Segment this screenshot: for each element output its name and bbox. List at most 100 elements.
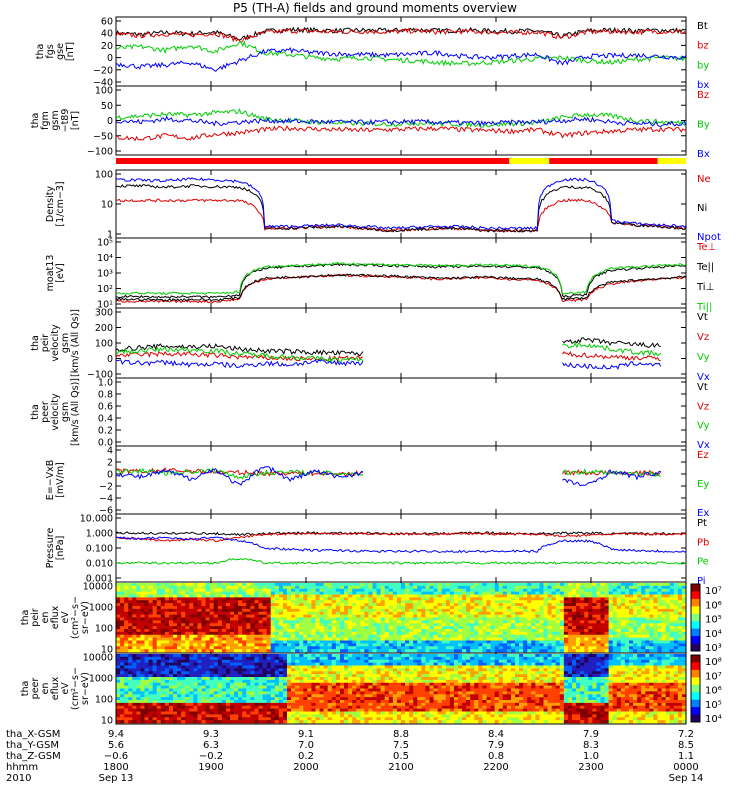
spectrogram-cell: [433, 608, 438, 613]
spectrogram-cell: [177, 700, 182, 704]
spectrogram-cell: [173, 585, 178, 590]
spectrogram-cell: [124, 668, 129, 672]
spectrogram-cell: [193, 629, 198, 633]
spectrogram-cell: [132, 691, 137, 695]
spectrogram-cell: [148, 606, 153, 610]
spectrogram-cell: [498, 617, 504, 621]
spectrogram-cell: [510, 585, 516, 590]
spectrogram-cell: [661, 614, 666, 618]
spectrogram-cell: [128, 617, 133, 621]
spectrogram-cell: [490, 623, 495, 627]
spectrogram-cell: [282, 643, 288, 647]
spectrogram-cell: [315, 679, 320, 684]
spectrogram-cell: [311, 674, 316, 678]
spectrogram-cell: [396, 606, 402, 610]
spectrogram-cell: [270, 643, 276, 647]
spectrogram-cell: [665, 585, 671, 590]
spectrogram-cell: [315, 691, 320, 695]
spectrogram-cell: [295, 691, 300, 695]
spectrogram-cell: [152, 708, 158, 712]
spectrogram-cell: [637, 629, 642, 633]
spectrogram-cell: [116, 717, 121, 721]
spectrogram-cell: [315, 603, 320, 607]
spectrogram-cell: [168, 608, 174, 613]
spectrogram-cell: [486, 637, 491, 641]
spectrogram-cell: [633, 649, 638, 653]
spectrogram-cell: [168, 700, 174, 704]
spectrogram-cell: [299, 594, 304, 598]
spectrogram-cell: [299, 679, 304, 684]
spectrogram-cell: [242, 646, 247, 650]
spectrogram-cell: [185, 637, 190, 641]
spectrogram-cell: [629, 614, 634, 618]
spectrogram-cell: [278, 591, 284, 595]
y-tick-label: 10³: [97, 269, 113, 280]
spectrogram-cell: [246, 665, 251, 669]
spectrogram-cell: [323, 611, 329, 615]
spectrogram-cell: [258, 594, 263, 598]
spectrogram-cell: [299, 585, 304, 590]
spectrogram-cell: [624, 649, 630, 653]
spectrogram-cell: [189, 705, 194, 709]
spectrogram-cell: [433, 597, 438, 601]
spectrogram-cell: [547, 637, 552, 641]
spectrogram-cell: [181, 631, 186, 636]
spectrogram-cell: [620, 614, 626, 618]
spectrogram-cell: [258, 631, 263, 636]
spectrogram-cell: [547, 603, 552, 607]
spectrogram-cell: [661, 637, 666, 641]
spectrogram-cell: [209, 720, 215, 724]
spectrogram-cell: [193, 702, 198, 707]
spectrogram-cell: [681, 617, 687, 621]
spectrogram-cell: [128, 679, 133, 684]
spectrogram-cell: [197, 585, 202, 590]
spectrogram-cell: [580, 585, 585, 590]
spectrogram-cell: [490, 588, 495, 592]
spectrogram-cell: [250, 588, 255, 592]
spectrogram-cell: [510, 588, 516, 592]
spectrogram-cell: [140, 702, 145, 707]
spectrogram-cell: [181, 694, 186, 698]
spectrogram-cell: [580, 646, 585, 650]
colorbar-cell: [691, 643, 700, 652]
spectrogram-cell: [486, 603, 491, 607]
spectrogram-cell: [519, 640, 524, 644]
spectrogram-cell: [515, 614, 520, 618]
spectrogram-cell: [506, 646, 512, 650]
spectrogram-cell: [205, 685, 210, 689]
spectrogram-cell: [445, 597, 451, 601]
spectrogram-cell: [258, 685, 263, 689]
spectrogram-cell: [515, 597, 520, 601]
spectrogram-cell: [624, 603, 630, 607]
spectrogram-cell: [250, 594, 255, 598]
spectrogram-cell: [470, 649, 475, 653]
spectrogram-cell: [368, 597, 373, 601]
spectrogram-cell: [148, 637, 153, 641]
spectrogram-cell: [258, 626, 263, 630]
spectrogram-cell: [181, 588, 186, 592]
spectrogram-cell: [132, 626, 137, 630]
spectrogram-cell: [425, 631, 430, 636]
spectrogram-cell: [246, 685, 251, 689]
spectrogram-cell: [364, 597, 369, 601]
spectrogram-cell: [437, 597, 443, 601]
spectrogram-cell: [254, 700, 259, 704]
spectrogram-cell: [274, 649, 280, 653]
spectrogram-cell: [181, 711, 186, 715]
spectrogram-cell: [409, 640, 414, 644]
spectrogram-cell: [535, 617, 540, 621]
spectrogram-cell: [665, 631, 671, 636]
spectrogram-cell: [234, 697, 239, 701]
spectrogram-cell: [193, 623, 198, 627]
spectrogram-cell: [360, 640, 365, 644]
spectrogram-cell: [482, 594, 487, 598]
spectrogram-cell: [437, 617, 443, 621]
spectrogram-cell: [462, 637, 467, 641]
spectrogram-cell: [242, 677, 247, 681]
spectrogram-cell: [242, 679, 247, 684]
spectrogram-cell: [197, 679, 202, 684]
spectrogram-cell: [519, 606, 524, 610]
spectrogram-cell: [580, 583, 585, 587]
spectrogram-cell: [539, 611, 544, 615]
